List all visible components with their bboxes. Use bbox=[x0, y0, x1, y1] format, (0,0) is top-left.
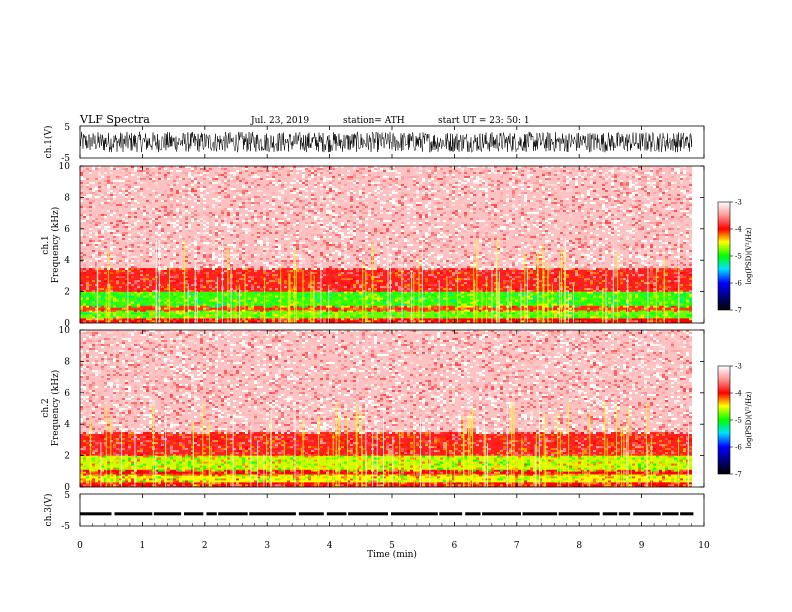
ch1-spectrogram-panel: 0 2 4 6 8 10 ch.1 Frequency (kHz) -3 -4 -5 -6 -7 … bbox=[41, 162, 753, 329]
x-tick-label: 9 bbox=[639, 541, 645, 551]
ch1-colorbar-tick: -6 bbox=[735, 280, 742, 288]
ch2-spec-ytick-label: 2 bbox=[64, 452, 70, 462]
ch1-colorbar-tick: -3 bbox=[735, 199, 742, 207]
x-tick-label: 3 bbox=[264, 541, 270, 551]
ch3-ylabel: ch.3(V) bbox=[43, 494, 54, 527]
ch1-colorbar-tick: -7 bbox=[735, 307, 742, 315]
ch1-spec-ytick-label: 4 bbox=[64, 256, 70, 266]
ch2-colorbar-tick: -6 bbox=[735, 444, 742, 452]
ch1-colorbar-label: log(PSD)(V²/Hz) bbox=[745, 227, 753, 284]
ch1-spec-ytick-label: 2 bbox=[64, 288, 70, 298]
ch2-spec-band bbox=[80, 482, 692, 487]
ch2-spec-ytick-label: 0 bbox=[64, 483, 70, 493]
ch3-waveform-panel: 5 -5 ch.3(V) bbox=[43, 491, 705, 532]
ch1-spectrogram-image bbox=[80, 166, 692, 323]
ch2-colorbar-tick: -4 bbox=[735, 390, 742, 398]
ch1-spec-ytick-label: 6 bbox=[64, 225, 70, 235]
x-tick-label: 5 bbox=[389, 541, 395, 551]
ch2-spec-ylabel-channel: ch.2 bbox=[41, 398, 51, 417]
ch1-ylabel: ch.1(V) bbox=[43, 126, 54, 159]
time-axis: 0 1 2 3 4 5 6 7 8 9 10 bbox=[77, 126, 710, 551]
ch3-waveform-trace bbox=[80, 512, 694, 516]
ch2-spec-ytick-label: 8 bbox=[64, 357, 70, 367]
ch2-spectrogram-image bbox=[80, 330, 692, 487]
ch2-colorbar: -3 -4 -5 -6 -7 log(PSD)(V²/Hz) bbox=[717, 363, 753, 479]
ch1-spec-ytick-label: 8 bbox=[64, 193, 70, 203]
figure-title: VLF Spectra bbox=[79, 113, 150, 126]
ch2-spec-ytick-label: 6 bbox=[64, 389, 70, 399]
x-tick-label: 10 bbox=[698, 541, 710, 551]
ch3-axes-frame bbox=[79, 493, 705, 527]
x-tick-label: 1 bbox=[140, 541, 146, 551]
ch2-colorbar-tick: -3 bbox=[735, 363, 742, 371]
x-tick-label: 0 bbox=[77, 541, 83, 551]
ch3-ytick-bottom: -5 bbox=[61, 522, 70, 532]
ch1-ytick-bottom: -5 bbox=[61, 154, 70, 164]
ch1-spec-ytick-label: 0 bbox=[64, 319, 70, 329]
ch1-spec-ylabel-frequency: Frequency (kHz) bbox=[50, 207, 61, 284]
x-tick-label: 7 bbox=[514, 541, 520, 551]
ch2-spectrogram-panel: 0 2 4 6 8 10 ch.2 Frequency (kHz) -3 -4 -5 -6 -7 … bbox=[41, 326, 753, 493]
x-tick-label: 8 bbox=[576, 541, 582, 551]
ch1-colorbar-gradient bbox=[717, 201, 731, 311]
x-tick-label: 6 bbox=[452, 541, 458, 551]
ch2-colorbar-tick: -7 bbox=[735, 471, 742, 479]
ch2-spec-ytick-label: 10 bbox=[59, 326, 71, 336]
x-tick-label: 2 bbox=[202, 541, 208, 551]
ch1-spec-ylabel-channel: ch.1 bbox=[41, 235, 51, 254]
ch2-colorbar-gradient bbox=[717, 365, 731, 475]
ch1-spec-ytick-label: 10 bbox=[59, 162, 71, 172]
x-axis-label: Time (min) bbox=[367, 549, 417, 560]
ch2-colorbar-label: log(PSD)(V²/Hz) bbox=[745, 391, 753, 448]
ch1-colorbar-tick: -4 bbox=[735, 226, 742, 234]
x-tick-label: 4 bbox=[327, 541, 333, 551]
ch2-spec-ytick-label: 4 bbox=[64, 420, 70, 430]
ch2-spec-ylabel-frequency: Frequency (kHz) bbox=[50, 370, 61, 447]
start-ut-label: start UT = 23: 50: 1 bbox=[438, 116, 530, 126]
ch3-ytick-top: 5 bbox=[64, 491, 70, 501]
ch1-waveform-line bbox=[80, 131, 692, 153]
station-label: station= ATH bbox=[343, 116, 405, 126]
ch2-colorbar-tick: -5 bbox=[735, 417, 742, 425]
ch1-spec-band bbox=[80, 318, 692, 323]
ch1-waveform-trace bbox=[80, 131, 692, 153]
ch1-colorbar: -3 -4 -5 -6 -7 log(PSD)(V²/Hz) bbox=[717, 199, 753, 315]
ch1-axes-frame bbox=[79, 125, 705, 159]
date-label: Jul. 23, 2019 bbox=[250, 116, 309, 126]
ch1-ytick-top: 5 bbox=[64, 123, 70, 133]
ch1-colorbar-tick: -5 bbox=[735, 253, 742, 261]
